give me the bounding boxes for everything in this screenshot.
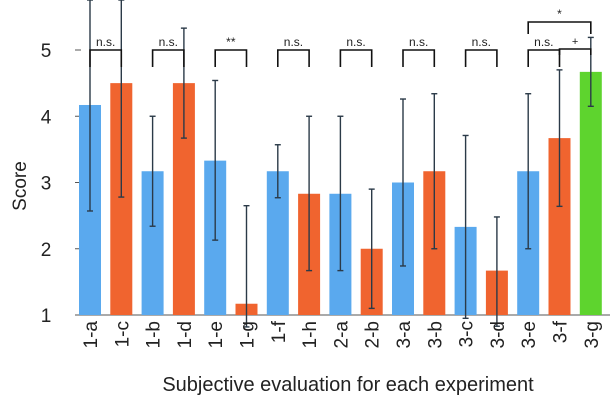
x-category-label: 2-b [363, 321, 384, 348]
bar-3-g [579, 71, 602, 315]
x-category-label: 1-d [175, 321, 196, 348]
significance-bracket [558, 48, 592, 55]
significance-bracket [89, 49, 123, 67]
significance-bracket [214, 49, 248, 67]
x-category-label: 1-b [144, 321, 165, 348]
bar-1-b [141, 171, 164, 315]
y-tick-label: 2 [41, 240, 52, 261]
x-category-label: 1-f [269, 320, 290, 343]
bar-1-d [172, 83, 195, 315]
x-category-label: 3-e [519, 321, 540, 348]
significance-bracket [339, 49, 373, 67]
x-category-label: 3-g [582, 321, 603, 348]
y-axis-label: Score [10, 161, 31, 211]
significance-label: n.s. [472, 35, 491, 49]
x-axis-categories: 1-a 1-c 1-b 1-d 1-e 1-g 1-f 1-h 2-a 2-b 3-a 3-b 3-c 3… [81, 320, 603, 348]
x-category-label: 3-d [488, 321, 509, 348]
bars [79, 71, 602, 315]
significance-label: n.s. [159, 35, 178, 49]
x-category-label: 1-e [206, 321, 227, 348]
x-category-label: 3-b [425, 321, 446, 348]
error-bars [87, 0, 594, 328]
significance-label: n.s. [534, 35, 553, 49]
bar-1-c [110, 83, 133, 315]
x-category-label: 1-g [238, 321, 259, 348]
significance-brackets: n.s. n.s. ** n.s. n.s. n.s. n.s. n.s. + * [89, 7, 592, 67]
x-category-label: 1-c [112, 321, 133, 347]
significance-label: + [572, 36, 578, 48]
significance-bracket [402, 49, 436, 67]
significance-label: n.s. [346, 35, 365, 49]
significance-bracket [527, 49, 561, 67]
x-category-label: 1-a [81, 321, 102, 349]
significance-bracket [527, 21, 592, 34]
significance-label: n.s. [409, 35, 428, 49]
x-category-label: 2-a [331, 321, 352, 349]
significance-bracket [276, 49, 310, 67]
significance-label: n.s. [96, 35, 115, 49]
y-tick-label: 4 [41, 107, 52, 128]
x-category-label: 3-a [394, 321, 415, 349]
bar-1-f [266, 171, 289, 315]
y-tick-label: 5 [41, 41, 52, 62]
x-axis-label: Subjective evaluation for each experimen… [162, 374, 534, 396]
significance-bracket [464, 49, 498, 67]
x-category-label: 3-c [457, 321, 478, 347]
y-tick-label: 3 [41, 174, 52, 195]
y-tick-label: 1 [41, 306, 52, 327]
significance-label: n.s. [284, 35, 303, 49]
significance-label: * [557, 7, 562, 21]
x-category-label: 1-h [300, 321, 321, 348]
bar-3-f [548, 138, 571, 315]
x-category-label: 3-f [551, 320, 572, 343]
significance-label: ** [226, 35, 236, 49]
significance-bracket [151, 49, 185, 67]
